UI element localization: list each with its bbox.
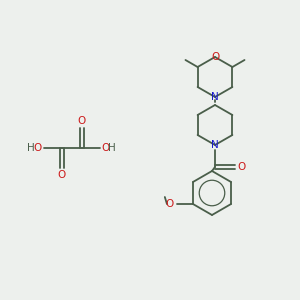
Text: N: N bbox=[211, 140, 219, 150]
Text: O: O bbox=[166, 199, 174, 209]
Text: O: O bbox=[78, 116, 86, 126]
Text: H: H bbox=[108, 143, 116, 153]
Text: O: O bbox=[211, 52, 219, 62]
Text: N: N bbox=[211, 92, 219, 102]
Text: O: O bbox=[58, 170, 66, 180]
Text: O: O bbox=[34, 143, 42, 153]
Text: H: H bbox=[27, 143, 35, 153]
Text: O: O bbox=[238, 162, 246, 172]
Text: O: O bbox=[102, 143, 110, 153]
